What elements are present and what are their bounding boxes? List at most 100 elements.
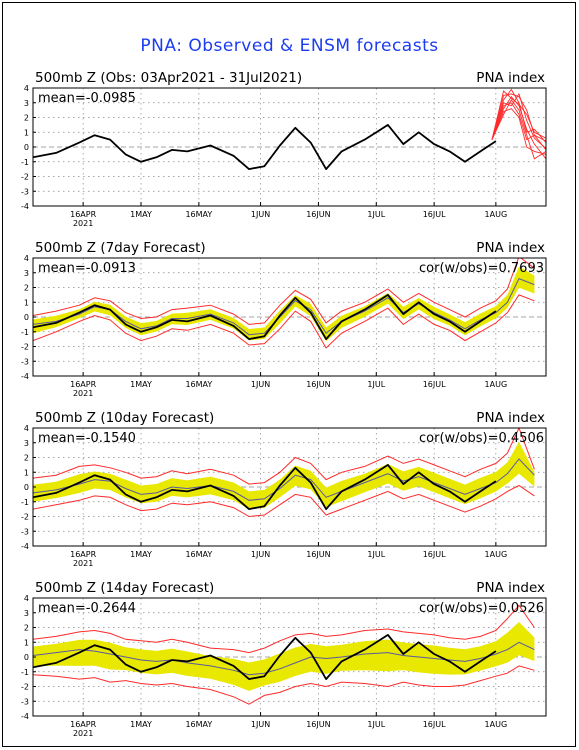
x-tick-label: 1JUL [367,210,385,219]
x-tick-label: 16JUL [423,380,446,389]
x-tick-label: 1AUG [485,720,508,729]
upper-envelope-line [33,604,535,654]
y-tick-label: 2 [24,454,29,463]
x-tick-label: 16MAY [185,550,212,559]
index-label: PNA index [476,580,545,596]
y-tick-label: -2 [21,513,29,522]
y-tick-label: 4 [24,254,29,263]
y-tick-label: 1 [24,468,29,477]
plot-area [33,258,535,349]
y-tick-label: 3 [24,609,29,618]
x-tick-label: 16JUN [306,550,330,559]
panel-4: 500mb Z (14day Forecast) PNA index mean=-0… [21,580,547,738]
forecast-member-line [491,90,546,140]
correlation-label: cor(w/obs)=0.4506 [419,431,544,446]
y-tick-label: -2 [21,343,29,352]
y-tick-label: -3 [21,187,29,196]
y-tick-label: 0 [24,483,29,492]
panel-title: 500mb Z (10day Forecast) [35,410,214,426]
spread-band [33,622,535,691]
y-tick-label: 0 [24,653,29,662]
y-tick-label: 0 [24,143,29,152]
y-tick-label: 3 [24,439,29,448]
x-tick-label: 1MAY [130,210,152,219]
x-tick-label: 16JUL [423,210,446,219]
forecast-member-line [491,88,546,143]
index-label: PNA index [476,240,545,256]
plot-area [33,88,546,171]
x-tick-label: 1AUG [485,380,508,389]
y-tick-label: 2 [24,624,29,633]
lower-envelope-line [33,294,535,349]
y-tick-label: -3 [21,357,29,366]
x-tick-label: 16MAY [185,380,212,389]
x-tick-label: 1JUL [367,550,385,559]
y-tick-label: 4 [24,594,29,603]
mean-label: mean=-0.0913 [38,261,136,276]
spread-band [33,441,535,510]
y-tick-label: 2 [24,114,29,123]
x-tick-label: 1JUL [367,380,385,389]
y-tick-label: 1 [24,638,29,647]
mean-label: mean=-0.1540 [38,431,136,446]
plot-area [33,604,535,705]
x-tick-label: 1JUN [251,380,270,389]
mean-label: mean=-0.0985 [38,91,136,106]
y-tick-label: -4 [21,542,29,551]
y-tick-label: 4 [24,424,29,433]
observed-line [33,124,497,171]
lower-envelope-line [33,484,535,518]
x-year-label: 2021 [73,729,93,738]
upper-envelope-line [33,428,535,485]
y-tick-label: -2 [21,683,29,692]
lower-envelope-line [33,665,535,705]
y-tick-label: 1 [24,298,29,307]
y-tick-label: 2 [24,284,29,293]
panel-3: 500mb Z (10day Forecast) PNA index mean=-0… [21,410,547,568]
upper-envelope-line [33,258,535,325]
x-tick-label: 16JUN [306,720,330,729]
y-tick-label: 0 [24,313,29,322]
index-label: PNA index [476,70,545,86]
y-tick-label: 1 [24,128,29,137]
y-tick-label: -1 [21,328,29,337]
ensemble-mean-line [33,458,535,501]
y-tick-label: -3 [21,527,29,536]
y-tick-label: -3 [21,697,29,706]
y-tick-label: 3 [24,269,29,278]
forecast-member-line [491,92,546,149]
x-tick-label: 16MAY [185,720,212,729]
plot-area [33,428,535,518]
x-tick-label: 16JUN [306,380,330,389]
x-tick-label: 16APR [70,720,96,729]
x-tick-label: 1MAY [130,550,152,559]
x-tick-label: 16APR [70,380,96,389]
x-tick-label: 1JUN [251,720,270,729]
spread-band [33,266,535,342]
observed-line [33,293,497,341]
x-tick-label: 1MAY [130,380,152,389]
x-year-label: 2021 [73,219,93,228]
observed-line [33,463,497,511]
x-year-label: 2021 [73,389,93,398]
forecast-member-line [491,96,546,160]
y-tick-label: -2 [21,173,29,182]
panel-title: 500mb Z (Obs: 03Apr2021 - 31Jul2021) [35,70,302,86]
x-tick-label: 16APR [70,550,96,559]
panel-2: 500mb Z (7day Forecast) PNA index mean=-0.… [21,240,547,398]
observed-line [33,634,497,680]
y-tick-label: -1 [21,668,29,677]
main-title: PNA: Observed & ENSM forecasts [140,36,439,56]
x-tick-label: 16MAY [185,210,212,219]
index-label: PNA index [476,410,545,426]
y-tick-label: -1 [21,158,29,167]
x-tick-label: 1JUL [367,720,385,729]
forecast-member-line [491,98,546,160]
panel-1: 500mb Z (Obs: 03Apr2021 - 31Jul2021) PNA … [21,70,547,228]
ensemble-mean-line [33,277,535,336]
y-tick-label: -4 [21,712,29,721]
x-tick-label: 1AUG [485,210,508,219]
ensemble-mean-line [33,641,535,676]
